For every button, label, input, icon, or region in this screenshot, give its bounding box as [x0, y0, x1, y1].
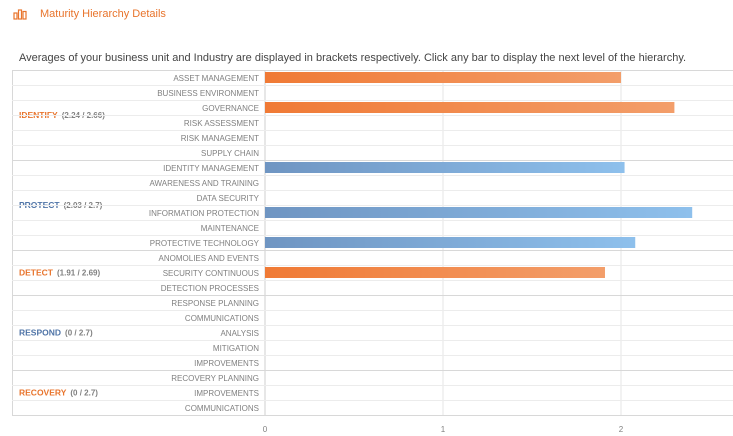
bar-security-continuous[interactable]: [265, 267, 605, 278]
bar-asset-management[interactable]: [265, 72, 621, 83]
bar-information-protection[interactable]: [265, 207, 693, 218]
group-label-respond: RESPOND: [19, 328, 61, 338]
category-label: ANALYSIS: [220, 329, 259, 338]
category-label: RECOVERY PLANNING: [171, 374, 259, 383]
bar-governance[interactable]: [265, 102, 675, 113]
category-label: MITIGATION: [213, 344, 259, 353]
bar-chart-icon: [13, 9, 27, 20]
group-stats-recovery: (0 / 2.7): [70, 389, 98, 398]
group-label-recovery: RECOVERY: [19, 388, 67, 398]
category-label: IMPROVEMENTS: [194, 359, 259, 368]
x-tick-label: 0: [263, 425, 268, 434]
category-label: MAINTENANCE: [201, 224, 259, 233]
category-label: SUPPLY CHAIN: [201, 149, 259, 158]
group-label-detect: DETECT: [19, 268, 54, 278]
page-title: Maturity Hierarchy Details: [40, 8, 166, 20]
category-label: BUSINESS ENVIRONMENT: [157, 89, 259, 98]
category-label: DETECTION PROCESSES: [161, 284, 259, 293]
category-label: ANOMOLIES AND EVENTS: [159, 254, 259, 263]
category-label: RESPONSE PLANNING: [171, 299, 259, 308]
category-label: INFORMATION PROTECTION: [149, 209, 259, 218]
category-label: ASSET MANAGEMENT: [173, 74, 259, 83]
category-label: AWARENESS AND TRAINING: [150, 179, 260, 188]
category-label: IMPROVEMENTS: [194, 389, 259, 398]
x-tick-label: 1: [441, 425, 446, 434]
category-label: COMMUNICATIONS: [185, 314, 259, 323]
page-header: Maturity Hierarchy Details: [0, 0, 733, 30]
x-tick-label: 2: [619, 425, 624, 434]
category-label: RISK MANAGEMENT: [181, 134, 259, 143]
category-label: GOVERNANCE: [202, 104, 259, 113]
chart-description: Averages of your business unit and Indus…: [19, 52, 687, 64]
category-label: SECURITY CONTINUOUS: [163, 269, 259, 278]
group-stats-respond: (0 / 2.7): [65, 329, 93, 338]
category-label: PROTECTIVE TECHNOLOGY: [150, 239, 260, 248]
category-label: DATA SECURITY: [197, 194, 260, 203]
category-label: IDENTITY MANAGEMENT: [163, 164, 259, 173]
bar-identity-management[interactable]: [265, 162, 625, 173]
bar-protective-technology[interactable]: [265, 237, 636, 248]
category-label: RISK ASSESSMENT: [184, 119, 259, 128]
group-stats-detect: (1.91 / 2.69): [57, 269, 100, 278]
category-label: COMMUNICATIONS: [185, 404, 259, 413]
